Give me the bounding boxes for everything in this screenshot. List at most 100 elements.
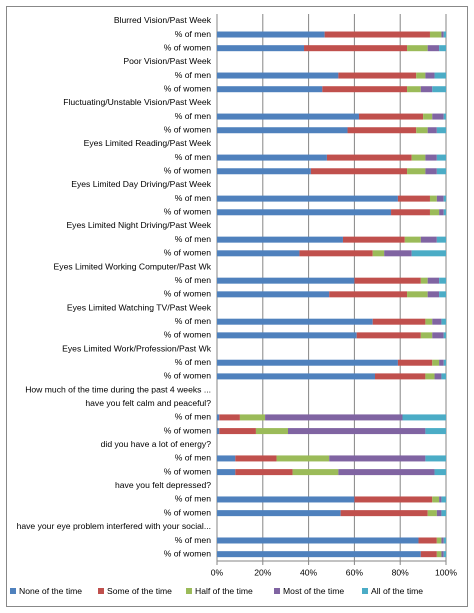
bar-segment: [436, 154, 446, 161]
bar-segment: [429, 209, 440, 216]
bar-segment: [407, 291, 428, 298]
bar-segment: [372, 318, 426, 325]
bar-segment: [329, 291, 408, 298]
bar-segment: [420, 277, 428, 284]
bar-segment: [411, 154, 426, 161]
bar-segment: [342, 236, 405, 243]
y-tick-label: Eyes Limited Working Computer/Past Wk: [54, 261, 212, 271]
y-tick-label: % of men: [175, 412, 212, 422]
bar-segment: [217, 318, 373, 325]
x-tick-label: 80%: [392, 567, 410, 577]
y-tick-label: Eyes Limited Reading/Past Week: [84, 138, 212, 148]
bar-segment: [217, 510, 341, 517]
bar-segment: [436, 510, 442, 517]
y-tick-label: Poor Vision/Past Week: [123, 56, 211, 66]
y-tick-label: % of women: [164, 289, 212, 299]
y-tick-label: have your eye problem interfered with yo…: [17, 521, 211, 531]
bar-segment: [217, 113, 359, 120]
y-tick-label: % of women: [164, 425, 212, 435]
bar-segment: [436, 537, 442, 544]
bar-segment: [329, 455, 426, 462]
bar-segment: [439, 291, 446, 298]
bar-segment: [217, 195, 398, 202]
bar-segment: [354, 496, 433, 503]
bar-segment: [443, 537, 446, 544]
x-tick-label: 100%: [435, 567, 457, 577]
y-tick-label: % of men: [175, 152, 212, 162]
legend-swatch: [10, 588, 16, 594]
bar-segment: [338, 469, 435, 476]
y-tick-label: % of men: [175, 494, 212, 504]
bar-segment: [436, 236, 446, 243]
bar-segment: [217, 277, 355, 284]
y-tick-label: have you felt calm and peaceful?: [85, 398, 211, 408]
bar-segment: [434, 373, 442, 380]
bar-segment: [347, 127, 417, 134]
y-tick-label: % of women: [164, 83, 212, 93]
bar-segment: [436, 168, 446, 175]
bar-segment: [217, 168, 311, 175]
y-tick-label: Blurred Vision/Past Week: [114, 15, 212, 25]
bar-segment: [407, 45, 428, 52]
bar-segment: [427, 127, 437, 134]
bar-segment: [397, 195, 430, 202]
bar-segment: [375, 373, 426, 380]
bar-segment: [235, 455, 277, 462]
bar-segment: [432, 332, 444, 339]
bar-segment: [310, 168, 408, 175]
bar-segment: [217, 154, 327, 161]
bar-segment: [384, 250, 412, 257]
bar-segment: [217, 250, 300, 257]
bar-segment: [358, 113, 424, 120]
y-tick-label: % of women: [164, 166, 212, 176]
bar-segment: [425, 72, 435, 79]
bar-segment: [217, 31, 325, 38]
bar-segment: [217, 373, 376, 380]
bar-segment: [397, 359, 433, 366]
bar-segment: [292, 469, 339, 476]
bar-segment: [340, 510, 428, 517]
bar-segment: [425, 168, 437, 175]
y-tick-label: Fluctuating/Unstable Vision/Past Week: [63, 97, 211, 107]
bar-segment: [217, 236, 343, 243]
bar-segment: [217, 86, 323, 93]
bar-segment: [434, 469, 446, 476]
chart-border: [6, 6, 468, 607]
y-tick-label: % of men: [175, 70, 212, 80]
bar-segment: [441, 318, 446, 325]
bar-segment: [427, 45, 440, 52]
bar-segment: [436, 195, 444, 202]
y-tick-label: Eyes Limited Watching TV/Past Week: [67, 302, 212, 312]
bar-segment: [217, 291, 330, 298]
bar-segment: [427, 291, 440, 298]
y-tick-label: % of men: [175, 535, 212, 545]
bar-segment: [443, 332, 446, 339]
bar-segment: [441, 510, 446, 517]
bar-segment: [322, 86, 408, 93]
bar-segment: [432, 113, 444, 120]
legend-label: All of the time: [371, 586, 423, 596]
bar-segment: [416, 72, 426, 79]
x-tick-label: 60%: [346, 567, 364, 577]
bar-segment: [427, 277, 440, 284]
y-tick-label: have you felt depressed?: [115, 480, 211, 490]
bar-segment: [434, 72, 446, 79]
x-tick-label: 0%: [211, 567, 224, 577]
bar-segment: [255, 428, 288, 435]
bar-segment: [443, 359, 446, 366]
bar-segment: [338, 72, 417, 79]
bar-segment: [217, 455, 236, 462]
bar-segment: [402, 414, 446, 421]
x-tick-label: 40%: [300, 567, 318, 577]
bar-segment: [441, 496, 446, 503]
bar-segment: [425, 455, 446, 462]
bar-segment: [429, 31, 442, 38]
y-tick-label: % of men: [175, 29, 212, 39]
bar-segment: [443, 113, 446, 120]
bar-segment: [217, 428, 220, 435]
bar-segment: [217, 332, 357, 339]
bar-segment: [420, 332, 433, 339]
bar-segment: [443, 31, 446, 38]
y-tick-label: % of women: [164, 248, 212, 258]
